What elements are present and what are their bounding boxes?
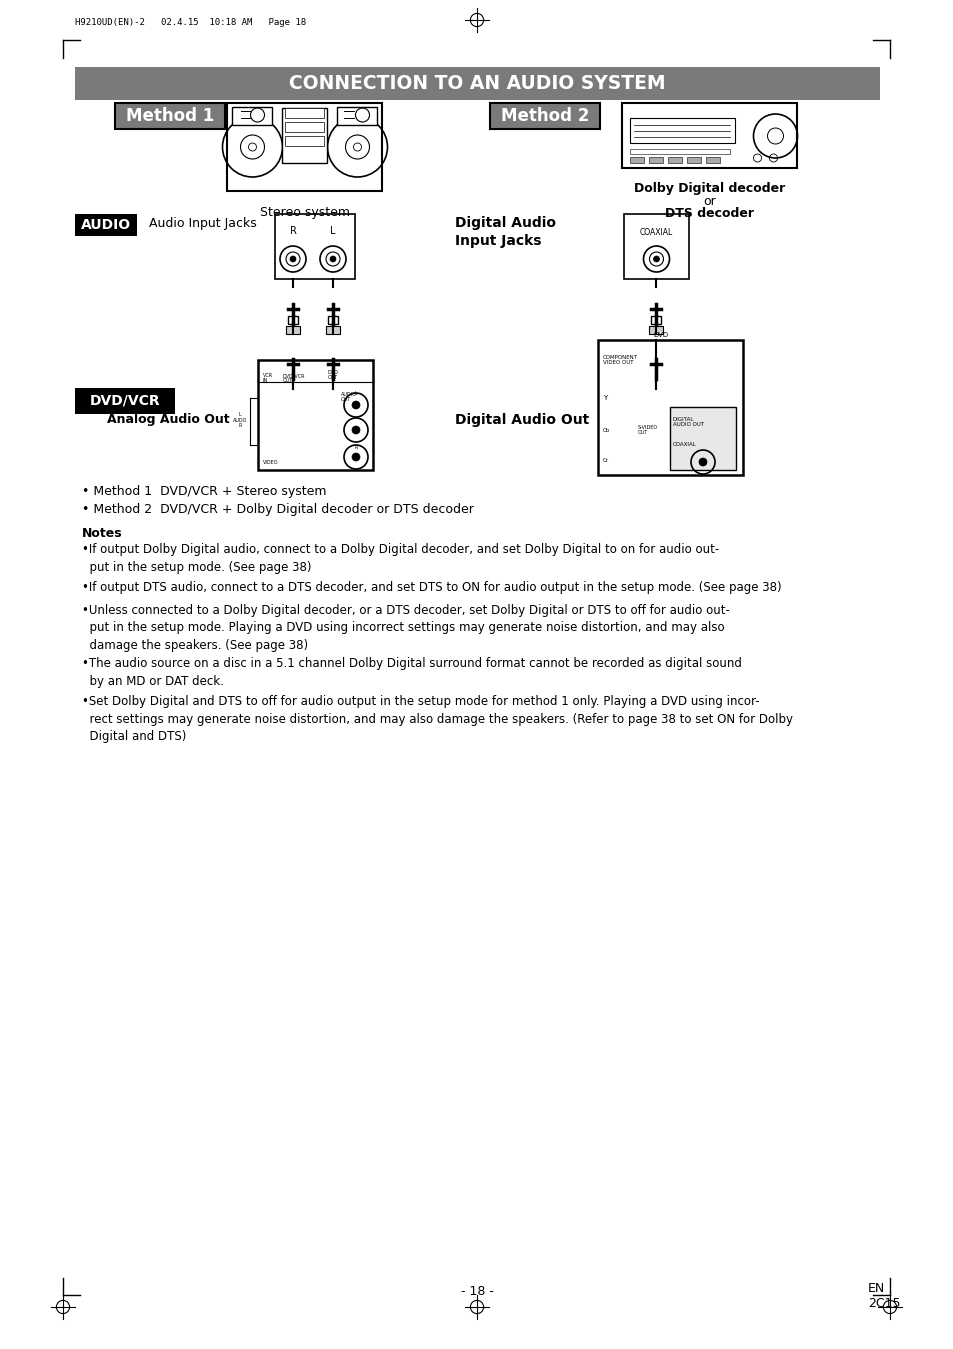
Text: L: L xyxy=(330,227,335,236)
Text: DVD: DVD xyxy=(652,332,667,339)
Circle shape xyxy=(330,256,335,262)
Text: Stereo system: Stereo system xyxy=(260,206,350,219)
Text: DIGITAL
AUDIO OUT: DIGITAL AUDIO OUT xyxy=(672,417,703,428)
Bar xyxy=(75,67,879,100)
Bar xyxy=(227,103,382,192)
Text: DVD/VCR
OUT: DVD/VCR OUT xyxy=(283,374,305,383)
Text: Analog Audio Out: Analog Audio Out xyxy=(108,414,230,426)
Text: Cb: Cb xyxy=(602,428,610,433)
Bar xyxy=(687,156,700,163)
Bar xyxy=(490,103,599,130)
Circle shape xyxy=(352,401,359,409)
Text: S-VIDEO
OUT: S-VIDEO OUT xyxy=(638,425,658,436)
Circle shape xyxy=(290,256,295,262)
Text: Method 2: Method 2 xyxy=(500,107,589,125)
Bar xyxy=(328,371,337,379)
Text: Y: Y xyxy=(602,395,607,401)
Text: L
AUDO
R: L AUDO R xyxy=(233,411,247,428)
Text: CONNECTION TO AN AUDIO SYSTEM: CONNECTION TO AN AUDIO SYSTEM xyxy=(289,74,664,93)
Bar xyxy=(115,103,225,130)
Bar xyxy=(706,156,720,163)
Text: Dolby Digital decoder: Dolby Digital decoder xyxy=(634,182,785,196)
Text: VIDEO: VIDEO xyxy=(263,460,278,465)
Text: COMPONENT
VIDEO OUT: COMPONENT VIDEO OUT xyxy=(602,355,638,366)
Text: Digital Audio Out: Digital Audio Out xyxy=(455,413,589,428)
Text: AUDIO
OUT: AUDIO OUT xyxy=(340,393,356,402)
Bar xyxy=(623,214,688,279)
Text: L: L xyxy=(355,391,357,397)
Text: AUDIO: AUDIO xyxy=(81,219,131,232)
Bar xyxy=(233,107,273,125)
Text: •Unless connected to a Dolby Digital decoder, or a DTS decoder, set Dolby Digita: •Unless connected to a Dolby Digital dec… xyxy=(82,604,729,652)
Text: COAXIAL: COAXIAL xyxy=(672,442,696,447)
Text: or: or xyxy=(703,196,716,208)
Bar xyxy=(669,407,735,469)
Bar xyxy=(630,156,644,163)
Text: DVD/VCR: DVD/VCR xyxy=(90,394,160,407)
Circle shape xyxy=(352,426,359,434)
Bar xyxy=(285,121,324,132)
Text: R: R xyxy=(290,227,296,236)
Bar xyxy=(75,389,174,414)
Bar xyxy=(257,360,373,469)
Circle shape xyxy=(699,459,706,465)
Bar xyxy=(282,108,327,163)
Bar xyxy=(598,340,742,475)
Text: VCR
IN: VCR IN xyxy=(263,374,273,383)
Text: • Method 1  DVD/VCR + Stereo system: • Method 1 DVD/VCR + Stereo system xyxy=(82,486,326,498)
Text: •Set Dolby Digital and DTS to off for audio output in the setup mode for method : •Set Dolby Digital and DTS to off for au… xyxy=(82,695,792,743)
Text: H9210UD(EN)-2   02.4.15  10:18 AM   Page 18: H9210UD(EN)-2 02.4.15 10:18 AM Page 18 xyxy=(75,18,306,27)
Text: •If output DTS audio, connect to a DTS decoder, and set DTS to ON for audio outp: •If output DTS audio, connect to a DTS d… xyxy=(82,581,781,594)
Text: • Method 2  DVD/VCR + Dolby Digital decoder or DTS decoder: • Method 2 DVD/VCR + Dolby Digital decod… xyxy=(82,503,474,517)
Bar xyxy=(649,380,662,389)
Bar xyxy=(649,156,662,163)
Text: •The audio source on a disc in a 5.1 channel Dolby Digital surround format canno: •The audio source on a disc in a 5.1 cha… xyxy=(82,657,741,688)
Bar xyxy=(286,380,299,389)
Bar xyxy=(649,326,662,335)
Text: DTS decoder: DTS decoder xyxy=(665,206,754,220)
Bar xyxy=(630,148,730,154)
Text: Method 1: Method 1 xyxy=(126,107,213,125)
Bar xyxy=(75,214,137,236)
Text: Cr: Cr xyxy=(602,459,608,463)
Bar xyxy=(288,316,297,324)
Bar xyxy=(651,371,660,379)
Text: •If output Dolby Digital audio, connect to a Dolby Digital decoder, and set Dolb: •If output Dolby Digital audio, connect … xyxy=(82,544,719,573)
Bar xyxy=(328,316,337,324)
Circle shape xyxy=(653,256,659,262)
Text: - 18 -: - 18 - xyxy=(460,1286,493,1298)
Bar xyxy=(285,108,324,117)
Text: EN
2C15: EN 2C15 xyxy=(867,1282,900,1310)
Text: DVD
OUT: DVD OUT xyxy=(328,370,338,380)
Bar xyxy=(285,136,324,146)
Bar xyxy=(651,316,660,324)
Text: COAXIAL: COAXIAL xyxy=(639,228,673,237)
Bar xyxy=(288,371,297,379)
Bar xyxy=(326,326,339,335)
Bar xyxy=(337,107,377,125)
Bar xyxy=(286,326,299,335)
Bar xyxy=(668,156,681,163)
Bar xyxy=(630,117,735,143)
Text: Digital Audio
Input Jacks: Digital Audio Input Jacks xyxy=(455,216,556,248)
Bar xyxy=(274,214,355,279)
Bar xyxy=(622,103,797,169)
Text: Audio Input Jacks: Audio Input Jacks xyxy=(149,217,256,229)
Text: R: R xyxy=(354,445,357,451)
Text: Notes: Notes xyxy=(82,527,123,540)
Bar xyxy=(326,380,339,389)
Circle shape xyxy=(352,453,359,461)
